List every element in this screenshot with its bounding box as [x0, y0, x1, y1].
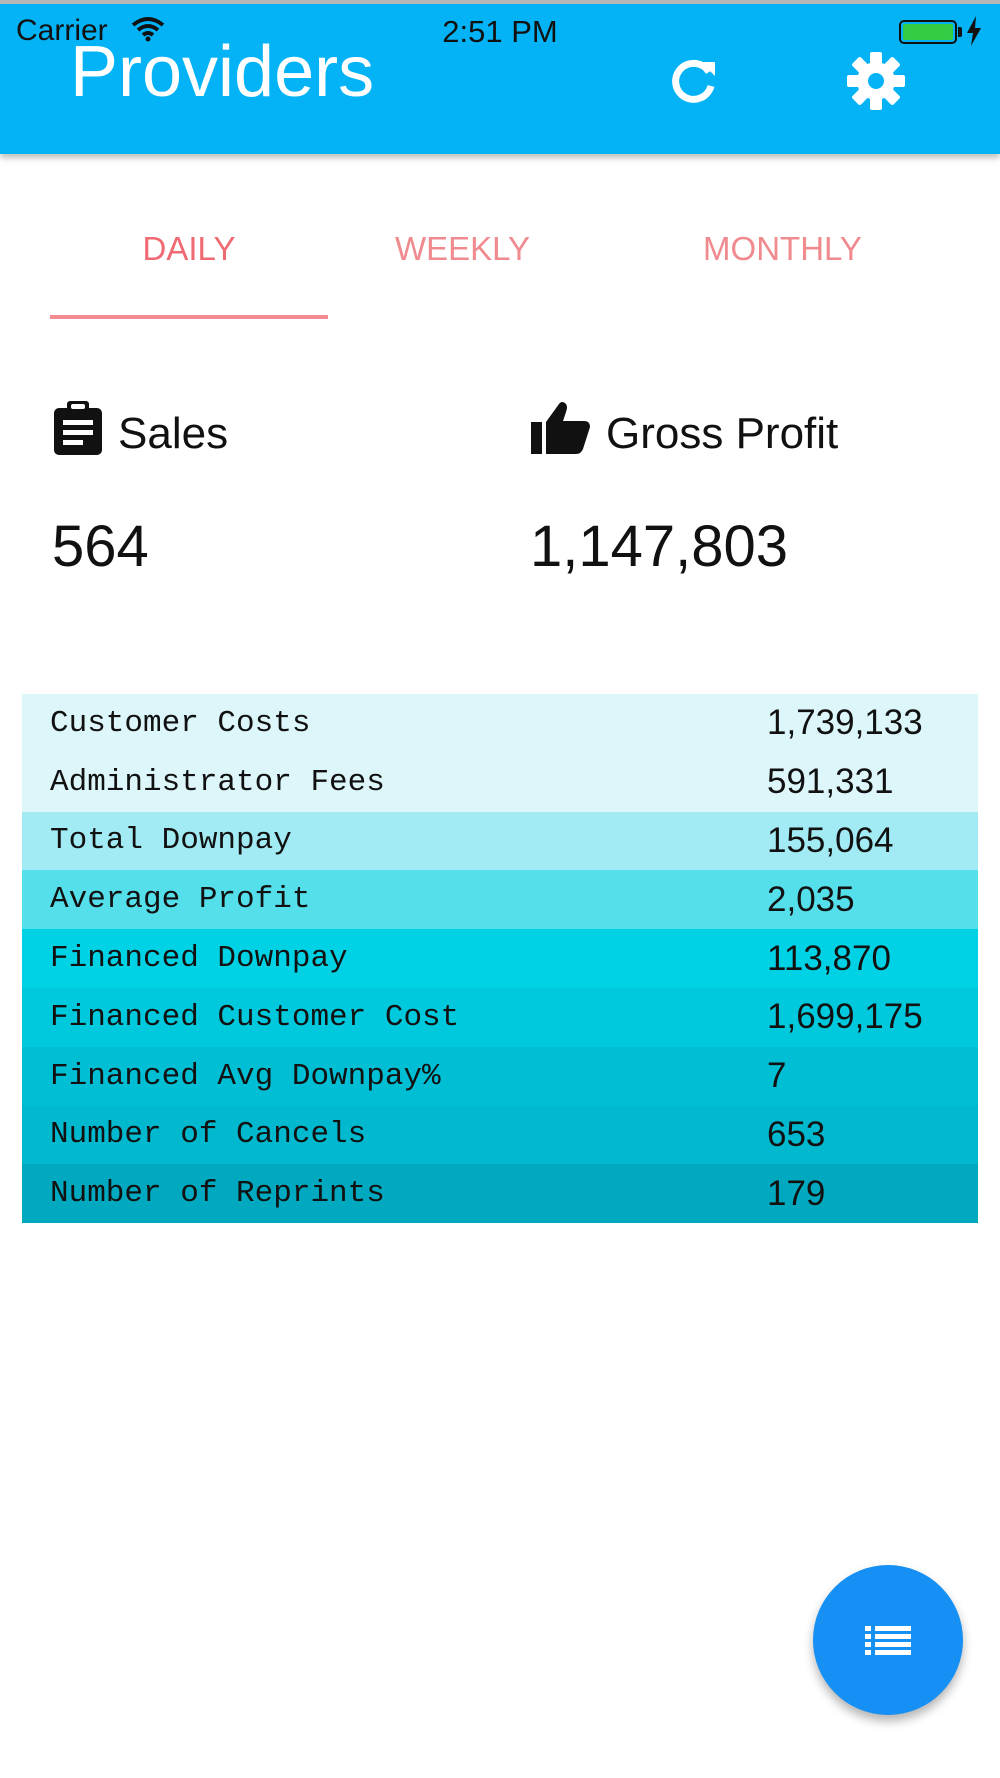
- metric-label: Average Profit: [50, 882, 311, 918]
- refresh-icon[interactable]: [665, 52, 723, 110]
- clipboard-icon: [54, 401, 102, 455]
- tab-daily[interactable]: DAILY: [142, 230, 236, 267]
- status-time: 2:51 PM: [442, 14, 558, 49]
- table-row: Financed Avg Downpay% 7: [22, 1046, 978, 1106]
- table-row: Average Profit 2,035: [22, 870, 978, 930]
- list-icon: [865, 1626, 911, 1655]
- metric-value: 2,035: [767, 879, 855, 919]
- sales-value: 564: [52, 514, 149, 579]
- metric-label: Customer Costs: [50, 705, 311, 741]
- metrics-table: Customer Costs 1,739,133 Administrator Fee…: [22, 694, 978, 1224]
- sales-label: Sales: [118, 409, 229, 458]
- table-row: Number of Cancels 653: [22, 1105, 978, 1165]
- metric-label: Financed Customer Cost: [50, 999, 460, 1035]
- metric-label: Total Downpay: [50, 823, 292, 859]
- table-row: Total Downpay 155,064: [22, 811, 978, 871]
- period-tabs: DAILY WEEKLY MONTHLY: [0, 200, 1000, 320]
- metric-value: 179: [767, 1173, 826, 1213]
- metric-label: Number of Reprints: [50, 1176, 385, 1212]
- battery-icon: [899, 20, 957, 44]
- gear-icon[interactable]: [845, 50, 907, 112]
- battery-tip: [958, 27, 962, 37]
- tab-weekly[interactable]: WEEKLY: [394, 230, 531, 267]
- active-tab-indicator: [50, 315, 328, 319]
- page-title: Providers: [70, 32, 375, 112]
- table-row: Number of Reprints 179: [22, 1164, 978, 1224]
- metric-label: Number of Cancels: [50, 1117, 367, 1153]
- metric-value: 7: [767, 1056, 787, 1096]
- metric-value: 155,064: [767, 820, 894, 860]
- metric-value: 591,331: [767, 762, 894, 802]
- charging-bolt-icon: [967, 16, 981, 46]
- table-row: Customer Costs 1,739,133: [22, 694, 978, 753]
- gross-profit-label: Gross Profit: [606, 409, 839, 458]
- window-frame-line: [0, 0, 1000, 4]
- metric-label: Financed Avg Downpay%: [50, 1058, 441, 1094]
- wifi-icon: [131, 17, 165, 42]
- gross-profit-value: 1,147,803: [530, 514, 789, 579]
- list-button[interactable]: [813, 1565, 963, 1715]
- tab-monthly[interactable]: MONTHLY: [703, 230, 862, 267]
- status-carrier: Carrier: [16, 14, 108, 47]
- metric-value: 1,739,133: [767, 703, 923, 743]
- metric-label: Financed Downpay: [50, 941, 348, 977]
- thumbs-up-icon: [531, 402, 590, 454]
- gross-profit-summary: Gross Profit 1,147,803: [530, 400, 838, 576]
- metric-value: 653: [767, 1114, 826, 1154]
- table-row: Financed Customer Cost 1,699,175: [22, 987, 978, 1047]
- table-row: Financed Downpay 113,870: [22, 929, 978, 988]
- metric-value: 1,699,175: [767, 997, 923, 1037]
- metric-value: 113,870: [767, 938, 891, 978]
- sales-summary: Sales 564: [52, 400, 228, 576]
- app-header: Carrier 2:51 PM Providers: [0, 0, 1000, 154]
- metric-label: Administrator Fees: [50, 764, 385, 800]
- table-row: Administrator Fees 591,331: [22, 752, 978, 812]
